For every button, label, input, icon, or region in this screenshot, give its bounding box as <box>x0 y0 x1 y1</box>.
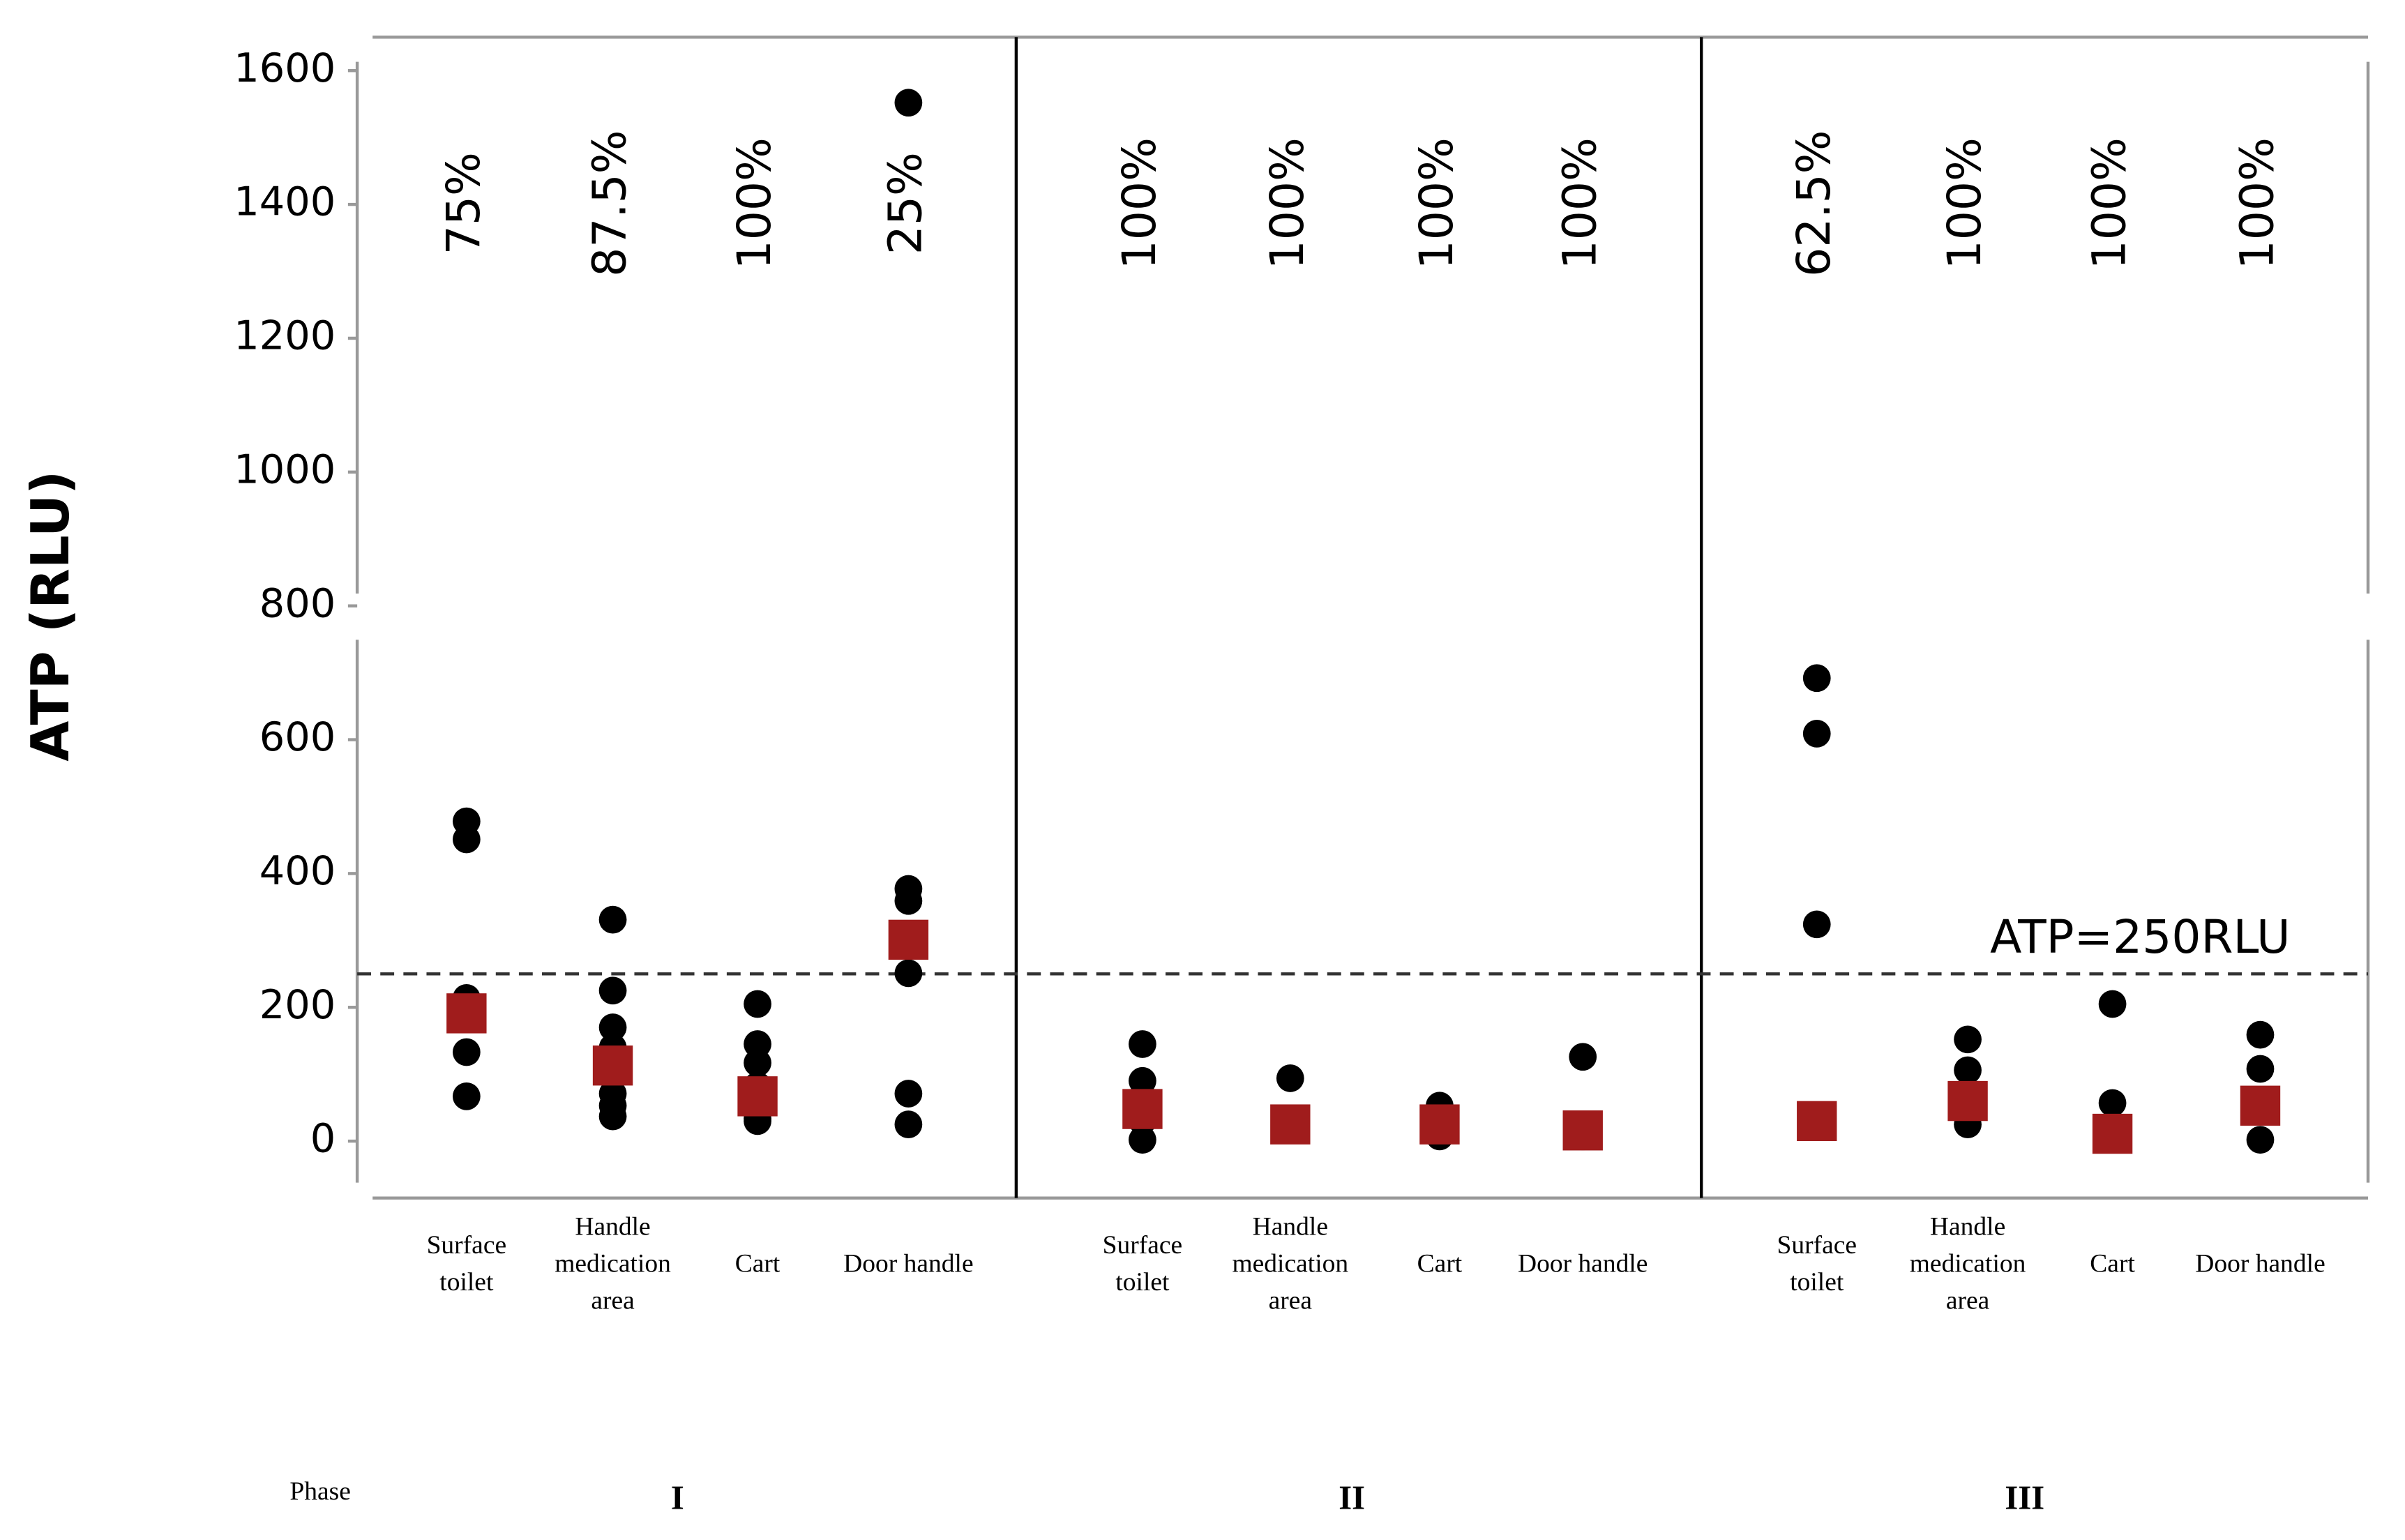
data-point <box>598 1013 627 1041</box>
data-point <box>598 976 627 1005</box>
y-tick-label: 1400 <box>234 179 336 225</box>
share-label: 75% <box>437 152 490 255</box>
share-label: 25% <box>878 152 932 255</box>
data-point <box>1129 1030 1156 1058</box>
mean-marker <box>1562 1110 1603 1151</box>
x-tick-label: toilet <box>439 1268 494 1297</box>
y-tick-label: 0 <box>310 1115 336 1162</box>
share-label: 62.5% <box>1787 130 1841 276</box>
x-tick-label: Cart <box>2090 1249 2135 1278</box>
phase-name: I <box>671 1479 684 1517</box>
data-point <box>894 89 923 117</box>
reference-label: ATP=250RLU <box>1990 910 2291 964</box>
x-tick-label: Handle <box>575 1212 650 1241</box>
y-tick-label: 200 <box>259 981 336 1028</box>
phase-name: III <box>2005 1479 2044 1517</box>
x-tick-label: medication <box>1232 1249 1348 1278</box>
x-tick-label: area <box>1946 1286 1990 1315</box>
data-point <box>452 1082 481 1110</box>
x-tick-label: area <box>591 1286 635 1315</box>
share-label: 100% <box>727 137 781 269</box>
data-point <box>2246 1055 2275 1083</box>
mean-marker <box>737 1076 778 1117</box>
share-label: 100% <box>1553 137 1606 269</box>
x-tick-label: Handle <box>1253 1212 1328 1241</box>
share-label: 100% <box>1410 137 1463 269</box>
x-tick-label: medication <box>1910 1249 2026 1278</box>
x-tick-label: toilet <box>1115 1268 1170 1297</box>
mean-marker <box>888 919 929 960</box>
data-point <box>744 1049 771 1077</box>
y-tick-label: 1600 <box>234 45 336 91</box>
x-tick-label: Surface <box>1777 1231 1857 1260</box>
y-tick-label: 600 <box>259 714 336 760</box>
data-point <box>1802 664 1831 693</box>
mean-marker <box>1419 1104 1460 1145</box>
data-point <box>1129 1066 1156 1095</box>
mean-marker <box>592 1045 633 1086</box>
share-label: 87.5% <box>583 130 637 276</box>
data-point <box>452 825 481 854</box>
data-point <box>1954 1025 1982 1054</box>
data-point <box>1569 1043 1597 1071</box>
y-tick-label: 800 <box>259 580 336 626</box>
data-point <box>1802 720 1831 748</box>
mean-marker <box>446 993 487 1034</box>
x-tick-label: Door handle <box>2195 1249 2325 1278</box>
x-tick-label: Door handle <box>843 1249 973 1278</box>
x-tick-label: area <box>1269 1286 1313 1315</box>
data-point <box>2098 990 2127 1018</box>
data-point <box>744 990 771 1018</box>
mean-marker <box>1270 1104 1311 1145</box>
mean-marker <box>1947 1080 1988 1122</box>
data-point <box>2246 1020 2275 1049</box>
y-tick-label: 400 <box>259 847 336 894</box>
phase-label: Phase <box>289 1477 351 1506</box>
data-point <box>598 905 627 934</box>
share-label: 100% <box>1938 137 1991 269</box>
data-point <box>1129 1126 1156 1154</box>
x-tick-label: Handle <box>1930 1212 2005 1241</box>
x-tick-label: Door handle <box>1518 1249 1648 1278</box>
data-point <box>598 1102 627 1131</box>
y-tick-label: 1000 <box>234 446 336 492</box>
data-point <box>894 1080 923 1108</box>
data-point <box>1954 1056 1982 1085</box>
x-tick-label: Cart <box>1417 1249 1463 1278</box>
data-point <box>2098 1089 2127 1117</box>
data-point <box>894 1110 923 1139</box>
y-axis-label: ATP (RLU) <box>20 471 81 762</box>
x-tick-label: Surface <box>427 1231 507 1260</box>
phase-name: II <box>1339 1479 1365 1517</box>
data-point <box>894 959 923 988</box>
mean-marker <box>2092 1113 2133 1154</box>
x-tick-label: toilet <box>1790 1268 1844 1297</box>
share-label: 100% <box>2231 137 2284 269</box>
data-point <box>1276 1064 1304 1092</box>
mean-marker <box>1797 1101 1837 1142</box>
share-label: 100% <box>1260 137 1314 269</box>
x-tick-label: Surface <box>1103 1231 1183 1260</box>
mean-marker <box>2240 1085 2281 1126</box>
data-point <box>894 886 923 915</box>
share-label: 100% <box>2083 137 2136 269</box>
data-point <box>2246 1126 2275 1154</box>
x-tick-label: Cart <box>735 1249 781 1278</box>
mean-marker <box>1122 1089 1163 1129</box>
data-point <box>1802 910 1831 939</box>
y-tick-label: 1200 <box>234 312 336 359</box>
data-point <box>452 1038 481 1066</box>
share-label: 100% <box>1113 137 1166 269</box>
x-tick-label: medication <box>555 1249 671 1278</box>
